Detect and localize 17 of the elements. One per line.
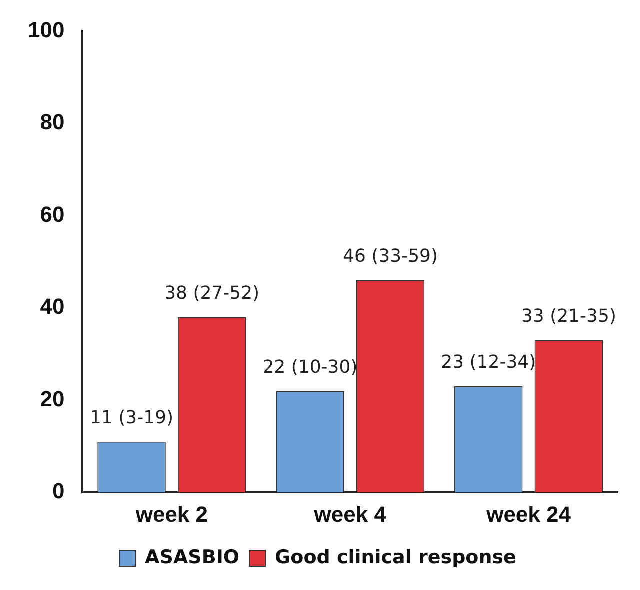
y-tick-label: 20 [40, 386, 65, 412]
y-tick-label: 80 [40, 110, 65, 135]
x-tick-label: week 2 [134, 502, 208, 527]
data-label: 38 (27-52) [164, 282, 260, 304]
data-label: 22 (10-30) [262, 356, 358, 378]
data-label: 11 (3-19) [90, 408, 174, 429]
x-tick-label: week 24 [486, 502, 572, 527]
data-label: 23 (12-34) [441, 352, 536, 374]
y-tick-label: 100 [28, 17, 65, 42]
y-tick-label: 60 [40, 202, 65, 227]
legend-label: ASASBIO [145, 546, 240, 568]
legend-label: Good clinical response [275, 546, 516, 568]
data-label: 46 (33-59) [343, 246, 438, 268]
x-tick-label: week 4 [313, 502, 388, 527]
y-tick-label: 0 [52, 478, 65, 504]
data-label: 33 (21-35) [521, 306, 616, 328]
y-tick-label: 40 [40, 294, 65, 320]
